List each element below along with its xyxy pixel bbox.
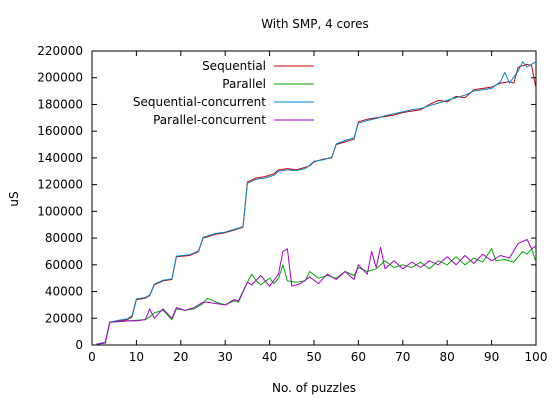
axis-ticks: 0 10 20 30 40 50 60 70 80 90 100 0 20000 40000 60000 80…: [37, 44, 547, 364]
y-tick-label: 100000: [37, 204, 83, 218]
x-tick-label: 80: [440, 350, 455, 364]
x-tick-label: 0: [88, 350, 96, 364]
legend-label: Sequential: [202, 59, 266, 73]
x-tick-label: 90: [484, 350, 499, 364]
chart-title: With SMP, 4 cores: [261, 17, 369, 31]
legend-label: Parallel-concurrent: [153, 113, 266, 127]
series-line-4: [96, 238, 537, 345]
y-axis-label: uS: [7, 191, 21, 206]
x-tick-label: 30: [218, 350, 233, 364]
series-line-3: [96, 61, 537, 345]
x-tick-label: 40: [262, 350, 277, 364]
legend-label: Parallel: [222, 77, 266, 91]
series-lines: [96, 61, 537, 345]
y-tick-label: 160000: [37, 124, 83, 138]
x-tick-label: 70: [395, 350, 410, 364]
y-tick-label: 0: [75, 338, 83, 352]
y-tick-label: 220000: [37, 44, 83, 58]
y-tick-label: 120000: [37, 178, 83, 192]
x-tick-label: 60: [351, 350, 366, 364]
y-tick-label: 200000: [37, 71, 83, 85]
x-tick-label: 10: [129, 350, 144, 364]
y-tick-label: 40000: [45, 285, 83, 299]
x-axis-label: No. of puzzles: [272, 381, 356, 395]
y-tick-label: 20000: [45, 311, 83, 325]
x-tick-label: 20: [173, 350, 188, 364]
x-tick-label: 50: [306, 350, 321, 364]
y-tick-label: 60000: [45, 258, 83, 272]
y-tick-label: 140000: [37, 151, 83, 165]
y-tick-label: 180000: [37, 97, 83, 111]
legend: Sequential Parallel Sequential-concurrent P…: [133, 59, 314, 127]
x-tick-label: 100: [525, 350, 548, 364]
legend-label: Sequential-concurrent: [133, 95, 266, 109]
series-line-2: [96, 248, 537, 345]
y-tick-label: 80000: [45, 231, 83, 245]
